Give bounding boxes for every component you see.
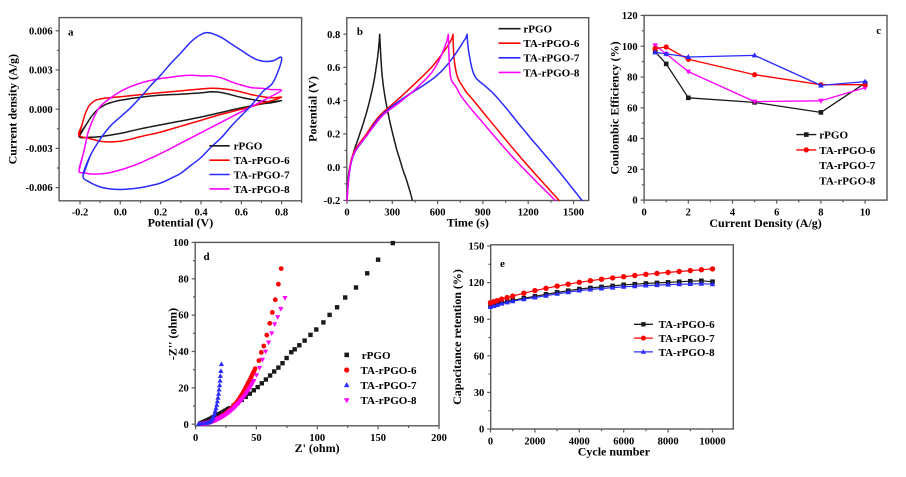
- svg-text:20: 20: [178, 383, 189, 394]
- svg-text:60: 60: [474, 351, 485, 362]
- svg-text:Time (s): Time (s): [447, 216, 489, 230]
- svg-text:2: 2: [686, 208, 691, 219]
- svg-text:rPGO: rPGO: [362, 350, 391, 362]
- svg-text:100: 100: [173, 238, 189, 249]
- svg-text:150: 150: [468, 242, 484, 253]
- svg-text:TA-rPGO-7: TA-rPGO-7: [234, 169, 291, 181]
- svg-text:20: 20: [627, 165, 638, 176]
- svg-text:-0.003: -0.003: [25, 144, 52, 155]
- svg-text:10000: 10000: [699, 436, 725, 447]
- svg-text:60: 60: [627, 103, 638, 114]
- svg-text:TA-rPGO-6: TA-rPGO-6: [819, 145, 876, 157]
- svg-text:0: 0: [344, 207, 349, 218]
- svg-text:200: 200: [431, 433, 447, 444]
- svg-text:TA-rPGO-8: TA-rPGO-8: [361, 395, 418, 407]
- svg-text:300: 300: [384, 207, 400, 218]
- svg-text:0.0: 0.0: [114, 208, 127, 219]
- svg-text:50: 50: [251, 433, 262, 444]
- svg-text:d: d: [203, 251, 209, 263]
- svg-text:TA-rPGO-6: TA-rPGO-6: [523, 38, 580, 50]
- svg-text:80: 80: [178, 274, 189, 285]
- svg-text:0: 0: [488, 436, 493, 447]
- svg-text:0.0: 0.0: [327, 163, 340, 174]
- svg-text:0.8: 0.8: [327, 30, 340, 41]
- svg-text:TA-rPGO-8: TA-rPGO-8: [819, 175, 876, 187]
- svg-text:1500: 1500: [563, 207, 584, 218]
- svg-text:Potential (V): Potential (V): [148, 216, 214, 230]
- svg-text:0.003: 0.003: [29, 66, 53, 77]
- svg-text:TA-rPGO-6: TA-rPGO-6: [361, 365, 418, 377]
- svg-text:30: 30: [474, 388, 485, 399]
- svg-text:8: 8: [818, 208, 823, 219]
- svg-text:TA-rPGO-8: TA-rPGO-8: [523, 67, 580, 79]
- svg-text:-0.006: -0.006: [25, 183, 52, 194]
- svg-text:80: 80: [627, 73, 638, 84]
- svg-text:0: 0: [479, 425, 484, 436]
- svg-text:10: 10: [860, 208, 871, 219]
- svg-text:900: 900: [475, 207, 491, 218]
- svg-text:40: 40: [178, 347, 189, 358]
- svg-text:0: 0: [193, 433, 198, 444]
- svg-text:0.2: 0.2: [154, 208, 167, 219]
- svg-text:0.8: 0.8: [275, 208, 288, 219]
- svg-text:4000: 4000: [569, 436, 590, 447]
- svg-text:90: 90: [474, 315, 485, 326]
- svg-text:a: a: [68, 26, 74, 38]
- svg-text:c: c: [876, 25, 881, 37]
- svg-text:TA-rPGO-7: TA-rPGO-7: [659, 333, 716, 345]
- svg-text:0.6: 0.6: [327, 63, 340, 74]
- svg-text:Current Density (A/g): Current Density (A/g): [709, 216, 821, 230]
- svg-text:60: 60: [178, 311, 189, 322]
- svg-text:8000: 8000: [658, 436, 679, 447]
- svg-text:-0.2: -0.2: [324, 196, 341, 207]
- svg-text:2000: 2000: [524, 436, 545, 447]
- svg-text:4: 4: [730, 208, 736, 219]
- svg-text:100: 100: [622, 42, 638, 53]
- svg-text:TA-rPGO-8: TA-rPGO-8: [659, 347, 716, 359]
- svg-text:100: 100: [309, 433, 325, 444]
- svg-text:0.6: 0.6: [235, 208, 248, 219]
- svg-text:0.2: 0.2: [327, 130, 340, 141]
- svg-text:0.4: 0.4: [194, 208, 208, 219]
- svg-text:TA-rPGO-7: TA-rPGO-7: [819, 160, 876, 172]
- svg-text:-Z'' (ohm): -Z'' (ohm): [166, 308, 180, 360]
- svg-text:6000: 6000: [613, 436, 634, 447]
- svg-text:TA-rPGO-8: TA-rPGO-8: [234, 184, 291, 196]
- svg-text:TA-rPGO-7: TA-rPGO-7: [523, 53, 580, 65]
- svg-text:0: 0: [183, 420, 188, 431]
- svg-text:0.000: 0.000: [29, 105, 53, 116]
- svg-text:120: 120: [468, 278, 484, 289]
- svg-text:600: 600: [430, 207, 446, 218]
- svg-text:TA-rPGO-6: TA-rPGO-6: [659, 319, 716, 331]
- svg-text:40: 40: [627, 134, 638, 145]
- svg-text:Z' (ohm): Z' (ohm): [295, 441, 340, 455]
- svg-text:0.006: 0.006: [29, 26, 53, 37]
- svg-text:6: 6: [774, 208, 779, 219]
- svg-text:Coulombic Efficiency (%): Coulombic Efficiency (%): [608, 41, 622, 174]
- svg-text:TA-rPGO-7: TA-rPGO-7: [361, 380, 418, 392]
- svg-text:1200: 1200: [518, 207, 539, 218]
- svg-text:Cycle number: Cycle number: [578, 444, 651, 458]
- svg-text:rPGO: rPGO: [819, 130, 848, 142]
- svg-text:TA-rPGO-6: TA-rPGO-6: [234, 155, 291, 167]
- svg-text:0: 0: [632, 196, 637, 207]
- svg-text:rPGO: rPGO: [523, 24, 552, 36]
- svg-text:e: e: [500, 258, 505, 270]
- svg-text:Current density (A/g): Current density (A/g): [6, 54, 20, 164]
- svg-text:b: b: [357, 26, 363, 38]
- svg-text:rPGO: rPGO: [234, 141, 263, 153]
- svg-text:Capacitance retention (%): Capacitance retention (%): [450, 269, 464, 405]
- svg-text:Potential (V): Potential (V): [306, 76, 320, 142]
- svg-text:0: 0: [641, 208, 646, 219]
- svg-text:-0.2: -0.2: [72, 208, 89, 219]
- svg-text:0.4: 0.4: [327, 96, 341, 107]
- svg-text:120: 120: [622, 11, 638, 22]
- svg-text:150: 150: [370, 433, 386, 444]
